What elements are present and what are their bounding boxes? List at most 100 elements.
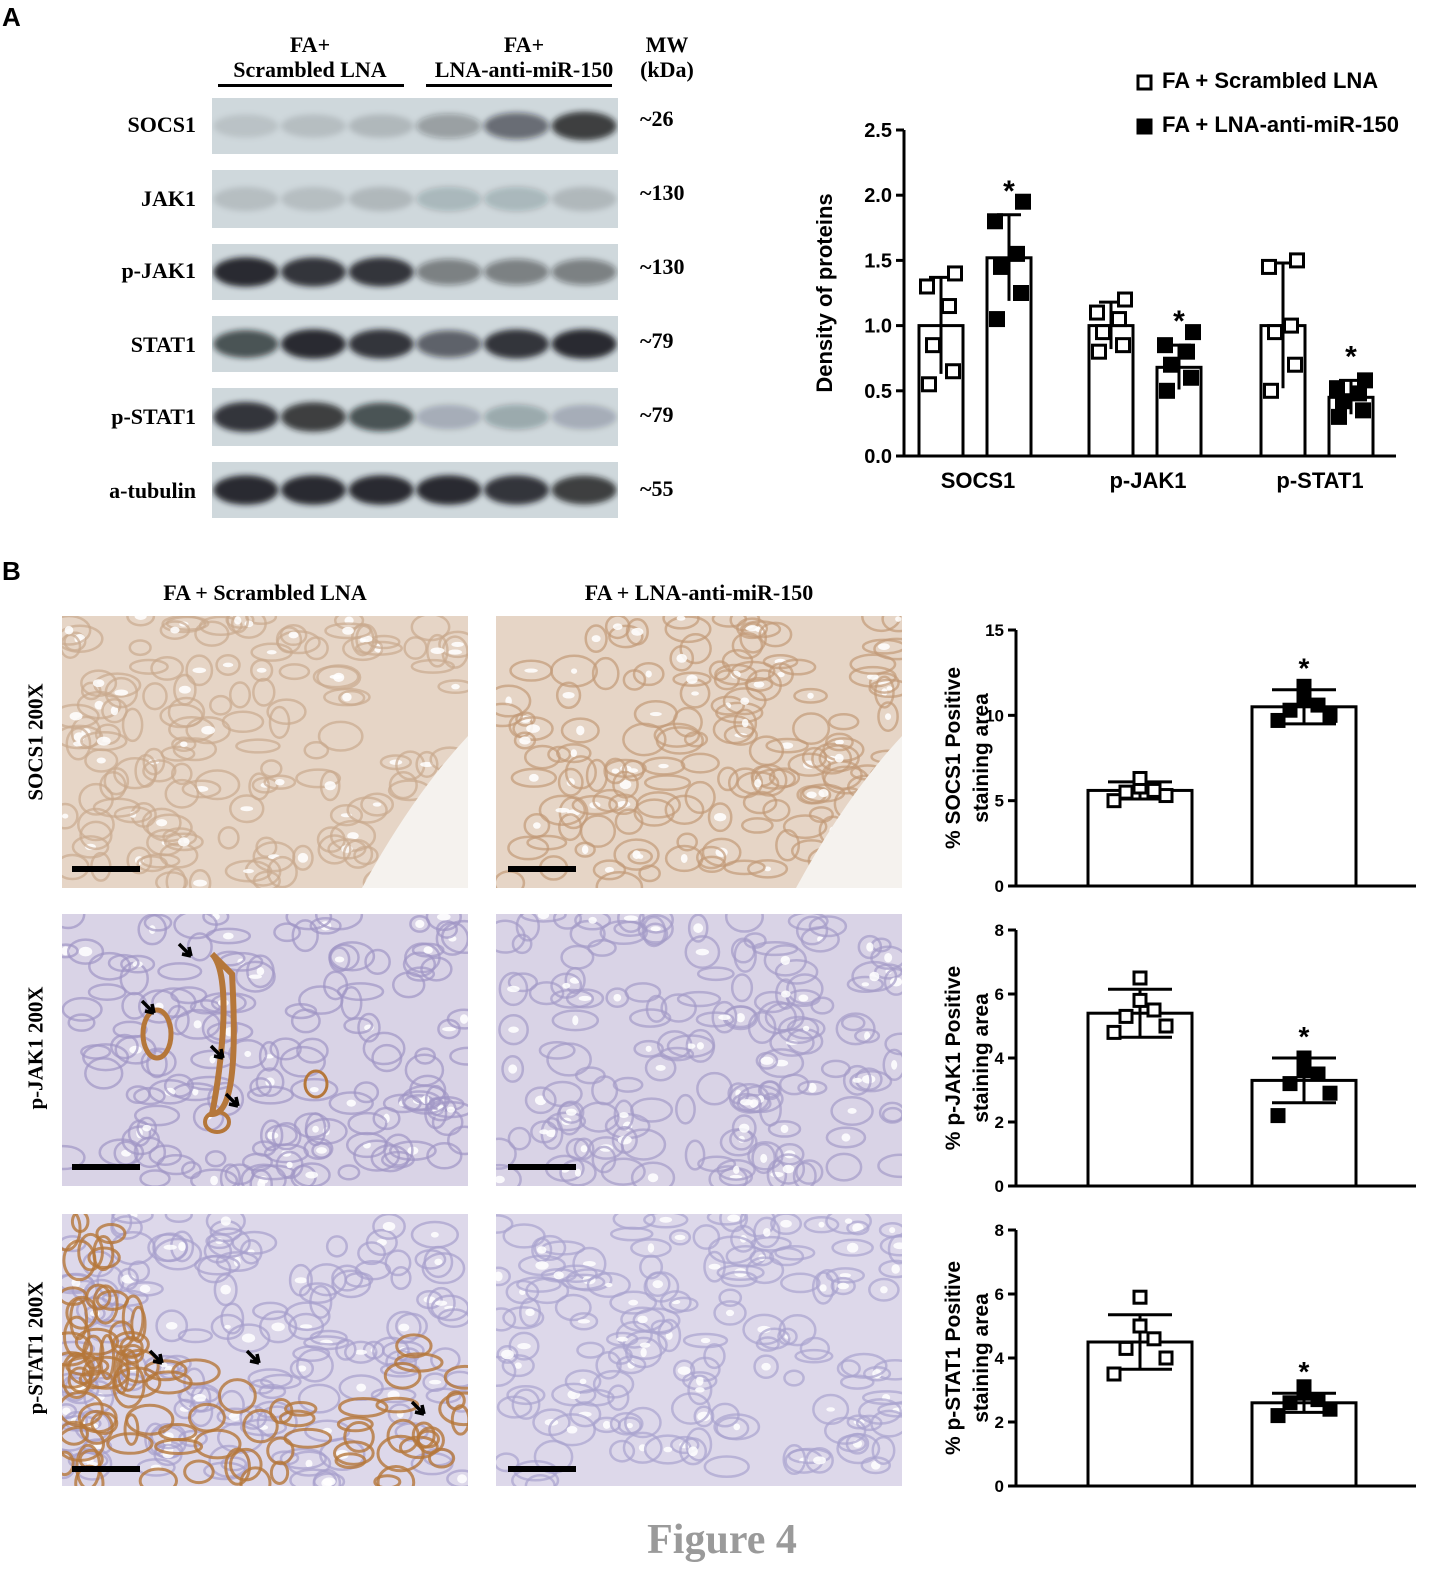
scale-bar xyxy=(72,866,140,872)
tubule xyxy=(370,1144,410,1173)
data-point-solid xyxy=(1351,385,1367,402)
data-point-solid xyxy=(1282,702,1298,718)
tubule xyxy=(670,1435,700,1455)
tubule-lumen xyxy=(297,852,309,863)
tubule xyxy=(585,758,609,793)
tubule xyxy=(755,1336,780,1352)
tubule xyxy=(736,771,780,796)
tubule xyxy=(447,1125,468,1156)
tubule xyxy=(136,1116,158,1140)
tubule xyxy=(152,1232,189,1263)
tubule-lumen xyxy=(602,1420,611,1429)
density-bar-chart: 0.0 0.5 1.0 1.5 2.0 2.5 Density of proteins * SO… xyxy=(812,68,1399,493)
stained-region xyxy=(87,1246,121,1269)
tubule xyxy=(848,665,897,688)
tubule xyxy=(142,759,177,783)
tubule xyxy=(679,1437,708,1466)
tubule xyxy=(664,794,705,825)
tubule xyxy=(745,1256,785,1285)
tubule xyxy=(687,914,709,943)
tubule xyxy=(676,990,722,1008)
tubule xyxy=(794,1348,834,1364)
tubule xyxy=(786,973,824,1005)
tubule-lumen xyxy=(451,683,460,690)
tubule xyxy=(765,737,809,754)
tubule xyxy=(391,971,426,999)
tubule xyxy=(825,732,854,752)
tubule-lumen xyxy=(696,1375,704,1386)
tubule xyxy=(185,654,214,687)
tubule xyxy=(662,616,700,630)
data-point-open xyxy=(1132,770,1148,786)
stained-region xyxy=(62,1450,75,1477)
tubule-lumen xyxy=(700,1337,711,1344)
stained-region xyxy=(229,1447,263,1482)
tubule-lumen xyxy=(740,697,750,705)
tubule xyxy=(685,1028,716,1063)
stained-region xyxy=(376,1464,416,1486)
data-point-open xyxy=(1106,1024,1122,1040)
y-tick-label: 8 xyxy=(995,921,1004,940)
tubule xyxy=(870,1409,902,1438)
tubule xyxy=(792,1161,817,1186)
tubule xyxy=(181,779,222,799)
figure-caption: Figure 4 xyxy=(647,1517,797,1563)
tubule-lumen xyxy=(62,813,69,819)
tubule xyxy=(160,745,196,762)
tubule xyxy=(342,838,374,869)
tubule-lumen xyxy=(754,779,762,788)
tubule-lumen xyxy=(288,631,299,639)
protein-band xyxy=(348,329,414,359)
tubule-lumen xyxy=(764,866,772,872)
tubule xyxy=(62,802,79,830)
protein-band xyxy=(484,329,549,359)
tubule xyxy=(835,1012,876,1046)
data-point-solid xyxy=(1179,343,1195,360)
tubule xyxy=(177,1328,214,1344)
tubule xyxy=(659,1046,695,1062)
tubule-lumen xyxy=(616,1336,628,1342)
tubule xyxy=(555,743,592,764)
tubule xyxy=(240,1163,287,1186)
tubule-lumen xyxy=(496,1271,503,1282)
tubule xyxy=(739,622,768,654)
tubule-lumen xyxy=(645,1045,652,1052)
tubule xyxy=(437,679,468,695)
tubule-lumen xyxy=(275,778,285,786)
y-tick-label: 15 xyxy=(985,621,1004,640)
tubule-lumen xyxy=(342,692,352,702)
tubule-lumen xyxy=(446,1106,455,1113)
tubule xyxy=(496,1307,517,1332)
protein-band xyxy=(213,402,279,432)
tubule xyxy=(558,813,583,842)
tubule-lumen xyxy=(577,1319,590,1324)
blot-background xyxy=(212,98,618,154)
blot-strip-a-tubulin xyxy=(212,462,618,518)
stained-region xyxy=(336,1416,374,1433)
protein-band xyxy=(348,475,414,505)
data-point-open xyxy=(1095,324,1111,341)
tubule xyxy=(560,944,595,970)
tubule xyxy=(676,832,698,852)
tubule-lumen xyxy=(576,725,585,736)
tubule xyxy=(126,616,156,627)
tubule xyxy=(642,922,669,946)
tubule-lumen xyxy=(844,1218,853,1224)
group1-underline xyxy=(218,84,404,87)
tubule xyxy=(258,1040,280,1072)
tubule-lumen xyxy=(228,1412,242,1421)
tubule-lumen xyxy=(429,1379,442,1385)
stained-region xyxy=(77,1232,104,1272)
stained-region xyxy=(266,1436,295,1466)
tubule xyxy=(371,1043,403,1073)
data-point-open xyxy=(1132,992,1148,1008)
protein-band xyxy=(416,404,482,430)
tubule xyxy=(708,1235,757,1265)
tubule xyxy=(763,944,808,977)
tubule xyxy=(317,834,352,865)
tubule-lumen xyxy=(134,616,147,620)
data-point-open xyxy=(1146,1002,1162,1018)
tubule-lumen xyxy=(562,691,575,699)
tubule-lumen xyxy=(780,1219,792,1228)
tubule xyxy=(121,707,144,743)
